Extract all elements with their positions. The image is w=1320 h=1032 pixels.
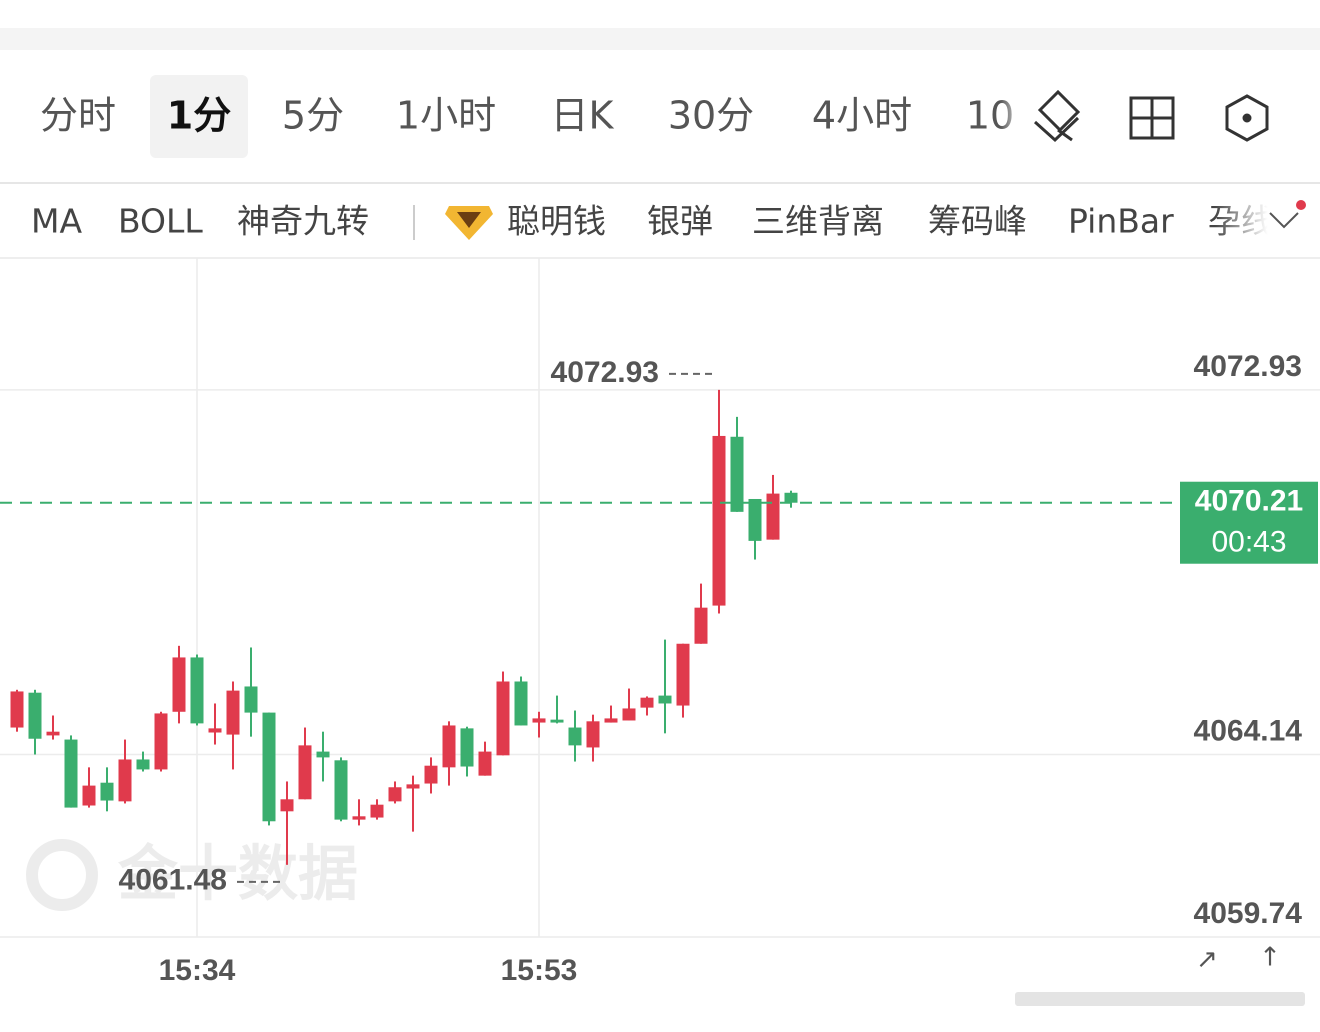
expand-icon[interactable]: ↗ bbox=[1196, 945, 1218, 975]
candle-body bbox=[478, 751, 492, 776]
candle-body bbox=[154, 713, 168, 770]
diamond-icon bbox=[445, 206, 493, 240]
scroll-top-icon[interactable]: ↑ bbox=[1259, 943, 1281, 973]
tab[interactable]: 分时 bbox=[40, 94, 116, 138]
candle-body bbox=[496, 681, 510, 756]
indicator[interactable]: MA bbox=[31, 202, 82, 241]
candle-body bbox=[298, 745, 312, 800]
candle-body bbox=[10, 691, 24, 728]
y-tick-label: 4064.14 bbox=[1194, 714, 1303, 747]
layout-icon[interactable] bbox=[1129, 96, 1175, 140]
tab[interactable]: 1分 bbox=[167, 94, 231, 138]
scrollbar bbox=[1015, 992, 1305, 1006]
candle-body bbox=[208, 728, 222, 733]
watermark-text: 金十数据 bbox=[118, 840, 358, 910]
chart: 4072.93 4064.14 4059.74 15:34 15:53 4072.93 40… bbox=[0, 258, 1320, 987]
candle-body bbox=[712, 435, 726, 606]
countdown-label: 00:43 bbox=[1211, 526, 1286, 559]
candle-body bbox=[568, 727, 582, 746]
candle-body bbox=[118, 759, 132, 802]
tab[interactable]: 5分 bbox=[282, 94, 344, 138]
candle-body bbox=[352, 816, 366, 820]
indicator[interactable]: 三维背离 bbox=[752, 202, 884, 241]
candle-body bbox=[532, 718, 546, 723]
tab[interactable]: 1小时 bbox=[396, 94, 496, 138]
candle-body bbox=[28, 692, 42, 739]
candle-body bbox=[766, 493, 780, 540]
tab[interactable]: 30分 bbox=[668, 94, 754, 138]
candle-body bbox=[136, 759, 150, 770]
candle-body bbox=[82, 785, 96, 806]
candle-body bbox=[514, 681, 528, 726]
candle-body bbox=[226, 690, 240, 735]
low-annotation: 4061.48 bbox=[119, 864, 227, 897]
candle-body bbox=[406, 784, 420, 789]
candle-body bbox=[550, 719, 564, 723]
candle-body bbox=[370, 804, 384, 818]
more-chevron[interactable] bbox=[1269, 212, 1299, 229]
candle-body bbox=[244, 686, 258, 713]
candle-body bbox=[64, 739, 78, 808]
indicator[interactable]: 聪明钱 bbox=[507, 202, 606, 241]
x-tick-label: 15:34 bbox=[159, 954, 236, 987]
indicator[interactable]: PinBar bbox=[1068, 202, 1174, 241]
candle-body bbox=[190, 657, 204, 724]
candle-body bbox=[460, 728, 474, 767]
candle-body bbox=[388, 787, 402, 802]
settings-icon[interactable] bbox=[1225, 94, 1269, 142]
last-price-box bbox=[1180, 481, 1318, 564]
last-price-label: 4070.21 bbox=[1195, 485, 1303, 518]
top-strip bbox=[0, 28, 1320, 50]
indicator[interactable]: 银弹 bbox=[647, 202, 713, 241]
candle-body bbox=[442, 725, 456, 768]
high-annotation: 4072.93 bbox=[551, 356, 659, 389]
indicator[interactable]: 神奇九转 bbox=[237, 202, 369, 241]
tabs: 分时 1分 5分 1小时 日K 30分 4小时 10 bbox=[40, 94, 1014, 138]
candle-body bbox=[622, 708, 636, 721]
tab[interactable]: 日K bbox=[551, 94, 615, 138]
y-tick-label: 4072.93 bbox=[1194, 350, 1302, 383]
candle-body bbox=[784, 492, 798, 503]
candle-body bbox=[730, 436, 744, 512]
active-tab-bg bbox=[150, 75, 248, 158]
candle-body bbox=[694, 607, 708, 644]
candle-body bbox=[316, 751, 330, 758]
candle-body bbox=[748, 498, 762, 541]
tab[interactable]: 4小时 bbox=[812, 94, 912, 138]
y-tick-label: 4059.74 bbox=[1194, 897, 1303, 930]
candle-body bbox=[262, 712, 276, 822]
candle-body bbox=[172, 657, 186, 712]
candle-body bbox=[100, 782, 114, 801]
candle-body bbox=[604, 718, 618, 723]
candle-body bbox=[658, 695, 672, 704]
candle-body bbox=[334, 760, 348, 820]
candle-body bbox=[676, 643, 690, 706]
notify-dot bbox=[1296, 200, 1306, 210]
pen-icon[interactable] bbox=[1033, 89, 1081, 143]
candle-body bbox=[280, 799, 294, 812]
watermark: 金十数据 bbox=[26, 839, 358, 911]
candle-body bbox=[586, 721, 600, 748]
indicator[interactable]: 筹码峰 bbox=[928, 202, 1027, 241]
x-tick-label: 15:53 bbox=[501, 954, 578, 987]
candle-body bbox=[424, 765, 438, 784]
indicator[interactable]: BOLL bbox=[118, 202, 203, 241]
candle-body bbox=[640, 697, 654, 708]
candle-body bbox=[46, 731, 60, 736]
